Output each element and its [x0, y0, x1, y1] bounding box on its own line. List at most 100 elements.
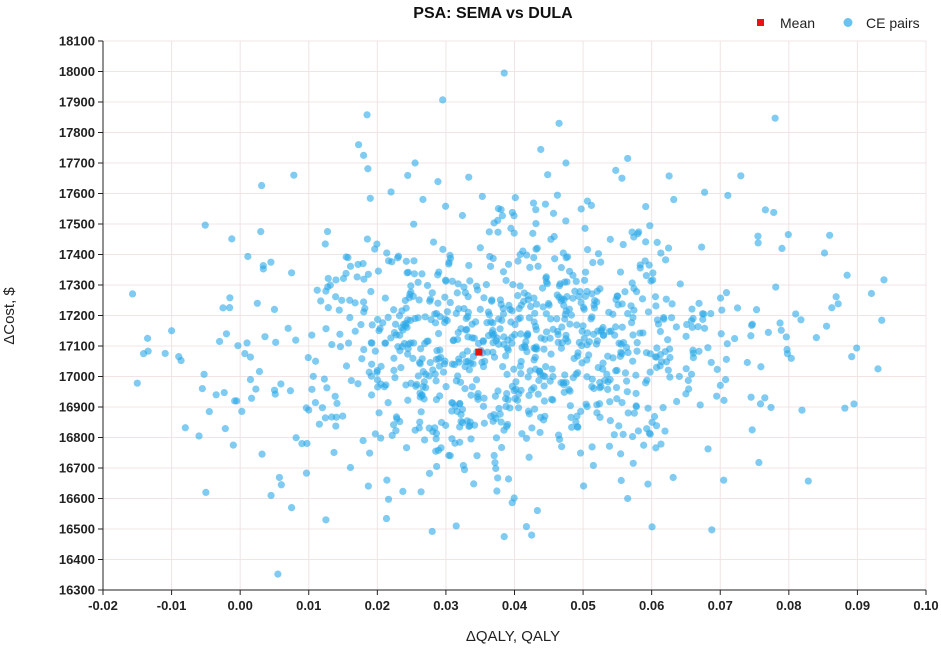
ce-pair-point [502, 276, 510, 285]
ce-pair-point [530, 253, 538, 262]
ce-pair-point [560, 296, 568, 304]
ce-pair-point [465, 173, 473, 181]
ce-pair-point [551, 255, 559, 263]
ce-pair-point [261, 333, 269, 341]
ce-pair-point [632, 371, 640, 379]
ce-pair-point [491, 392, 499, 400]
ce-pair-point [767, 403, 775, 412]
ce-pair-point [538, 284, 547, 292]
ce-pair-point [428, 289, 436, 297]
ce-pair-point [618, 174, 626, 182]
ce-pair-point [604, 385, 612, 393]
ce-pair-point [442, 383, 450, 391]
ce-pair-point [344, 253, 352, 262]
ce-pair-point [585, 351, 593, 359]
ce-pair-point [629, 459, 637, 467]
ce-pair-point [546, 334, 554, 342]
ce-pair-point [528, 424, 536, 432]
ce-pair-point [452, 522, 460, 530]
y-tick-label: 17400 [59, 247, 95, 262]
ce-pair-point [167, 327, 176, 335]
ce-pair-point [644, 480, 652, 488]
ce-pair-point [274, 570, 282, 578]
ce-pair-point [322, 516, 330, 524]
ce-pair-point [577, 407, 585, 416]
ce-pair-point [463, 325, 471, 334]
ce-pair-point [578, 341, 586, 350]
ce-pair-point [776, 319, 784, 327]
ce-pair-point [593, 337, 601, 345]
ce-pairs-points [128, 69, 888, 578]
ce-pair-point [549, 209, 558, 217]
ce-pair-point [593, 287, 601, 295]
ce-pair-point [453, 289, 461, 297]
ce-pair-point [707, 358, 715, 367]
ce-pair-point [459, 351, 467, 359]
ce-pair-point [553, 291, 561, 299]
ce-pair-point [415, 296, 423, 304]
ce-pair-point [504, 346, 512, 354]
ce-pair-point [342, 269, 350, 278]
ce-pair-point [480, 419, 488, 427]
ce-pair-point [657, 249, 665, 257]
ce-pair-point [234, 342, 242, 350]
ce-pair-point [390, 354, 398, 362]
ce-pair-point [357, 321, 365, 329]
ce-pair-point [666, 345, 674, 353]
ce-pair-point [215, 337, 224, 346]
ce-pair-point [652, 302, 660, 310]
ce-pair-point [583, 197, 592, 205]
ce-pair-point [573, 321, 581, 329]
y-tick-label: 17300 [59, 278, 95, 293]
ce-pair-point [377, 434, 385, 442]
ce-pair-point [298, 440, 306, 448]
ce-pair-point [441, 202, 450, 210]
ce-pair-point [624, 494, 632, 503]
ce-pair-point [364, 270, 372, 278]
ce-pair-point [644, 308, 653, 316]
ce-pair-point [562, 159, 570, 167]
ce-pair-point [683, 320, 691, 329]
ce-pair-point [792, 310, 800, 318]
ce-pair-point [476, 305, 484, 313]
ce-pair-point [880, 276, 888, 284]
ce-pair-point [644, 404, 652, 412]
ce-pair-point [226, 304, 234, 312]
ce-pair-point [688, 305, 696, 313]
ce-pair-point [528, 531, 536, 539]
ce-pair-point [669, 473, 677, 482]
ce-pair-point [428, 527, 436, 536]
ce-pair-point [181, 424, 189, 432]
ce-pair-point [396, 347, 404, 355]
ce-pair-point [472, 376, 481, 384]
ce-pair-point [565, 305, 573, 313]
ce-pair-point [636, 261, 644, 269]
ce-pair-point [465, 261, 473, 270]
ce-pair-point [514, 404, 523, 412]
ce-pair-point [645, 429, 653, 437]
ce-pair-point [392, 427, 400, 435]
x-tick-label: 0.06 [639, 598, 664, 613]
ce-pair-point [531, 309, 539, 317]
ce-pair-point [342, 362, 351, 370]
ce-pair-point [657, 440, 665, 448]
ce-pair-point [326, 281, 334, 289]
ce-pair-point [321, 414, 329, 422]
ce-pair-point [653, 238, 661, 246]
ce-pair-point [499, 310, 508, 318]
ce-pair-point [632, 288, 641, 296]
ce-pair-point [492, 434, 501, 442]
ce-pair-point [533, 506, 541, 515]
ce-pair-point [435, 329, 443, 338]
ce-pair-point [402, 257, 410, 265]
ce-pair-point [522, 434, 531, 442]
ce-pair-point [410, 270, 419, 278]
legend[interactable]: Mean CE pairs [757, 15, 920, 31]
ce-pair-point [502, 422, 511, 431]
ce-pair-point [323, 227, 332, 236]
ce-pair-point [344, 339, 353, 347]
ce-pair-point [497, 418, 505, 426]
ce-pair-point [221, 425, 229, 433]
ce-pair-point [717, 330, 725, 338]
ce-pair-point [874, 365, 882, 373]
